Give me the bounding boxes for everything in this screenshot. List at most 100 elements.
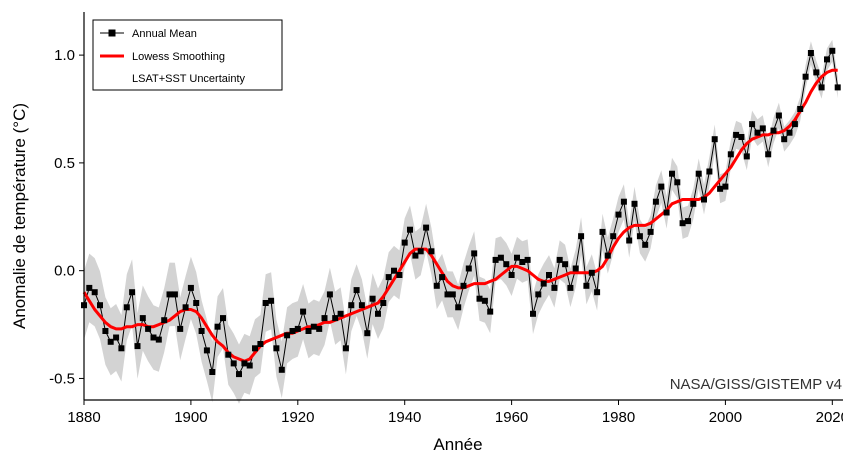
annual-mean-point: [257, 341, 264, 347]
annual-mean-point: [391, 267, 397, 274]
annual-mean-point: [198, 328, 205, 334]
uncertainty-band-layer: [84, 39, 838, 404]
annual-mean-point: [540, 280, 547, 287]
annual-mean-point: [674, 179, 681, 186]
y-tick-label: 0.0: [54, 263, 75, 280]
annual-mean-point: [669, 170, 675, 177]
x-tick-label: 1920: [281, 409, 314, 426]
annual-mean-point: [396, 272, 403, 278]
annual-mean-point: [556, 256, 563, 263]
annual-mean-point: [791, 121, 798, 128]
annual-mean-point: [273, 345, 280, 352]
annual-mean-point: [508, 272, 515, 278]
annual-mean-point: [182, 304, 189, 311]
legend-label-lowess: Lowess Smoothing: [132, 51, 225, 63]
annual-mean-point: [97, 302, 103, 309]
annual-mean-point: [797, 106, 804, 112]
annual-mean-point: [348, 302, 355, 309]
annual-mean-point: [551, 284, 558, 291]
annual-mean-point: [519, 259, 526, 265]
annual-mean-point: [225, 351, 232, 358]
annual-mean-point: [572, 265, 579, 272]
x-tick-label: 1900: [174, 409, 207, 426]
x-tick-label: 1880: [67, 409, 100, 426]
annual-mean-point: [476, 295, 483, 302]
legend-box: [92, 19, 283, 91]
annual-mean-point: [305, 328, 312, 334]
tick-layer: 1880 1900 1920 1940 1960 1980 2000 2020 -0.5 0.0 0…: [49, 47, 843, 426]
annual-mean-point: [460, 282, 467, 289]
annual-mean-point: [765, 151, 772, 158]
source-credit: NASA/GISS/GISTEMP v4: [670, 376, 842, 393]
annual-mean-point: [449, 291, 456, 298]
annual-mean-point: [262, 300, 269, 306]
annual-mean-point: [369, 295, 376, 302]
annual-mean-point: [166, 291, 173, 298]
annual-mean-point: [129, 289, 136, 296]
annual-mean-point: [738, 134, 745, 140]
annual-mean-point: [236, 371, 242, 378]
annual-mean-point: [161, 317, 168, 324]
annual-mean-point: [444, 291, 451, 298]
annual-mean-point: [375, 310, 381, 317]
y-tick-label: -0.5: [49, 370, 75, 387]
annual-mean-point: [717, 185, 724, 192]
y-axis-title: Anomalie de température (°C): [10, 103, 29, 329]
annual-mean-point: [524, 256, 531, 263]
annual-mean-point: [316, 325, 323, 332]
annual-mean-point: [86, 284, 93, 291]
annual-mean-point: [118, 345, 125, 352]
annual-mean-point: [530, 310, 536, 317]
annual-mean-point: [701, 196, 707, 203]
annual-mean-point: [155, 336, 162, 343]
annual-mean-point: [631, 200, 638, 207]
annual-mean-point: [471, 250, 478, 257]
annual-mean-point: [171, 291, 178, 298]
y-tick-label: 0.5: [54, 155, 75, 172]
annual-mean-point: [113, 334, 120, 341]
annual-mean-point: [246, 362, 253, 369]
annual-mean-point: [220, 315, 226, 322]
annual-mean-point: [177, 325, 184, 332]
annual-mean-point: [642, 241, 649, 248]
annual-mean-point: [401, 239, 408, 246]
annual-mean-point: [203, 347, 210, 354]
legend-label-uncertainty: LSAT+SST Uncertainty: [132, 73, 246, 85]
annual-mean-point: [514, 254, 520, 261]
annual-mean-point: [578, 233, 585, 240]
x-axis-title: Année: [433, 435, 482, 454]
annual-mean-point: [278, 366, 285, 373]
annual-mean-point: [690, 200, 697, 207]
annual-mean-point: [658, 183, 665, 190]
legend: Annual Mean Lowess Smoothing LSAT+SST Un…: [92, 19, 283, 91]
annual-mean-point: [337, 310, 344, 317]
x-tick-label: 1980: [602, 409, 635, 426]
annual-mean-point: [214, 323, 221, 330]
annual-mean-point: [268, 297, 275, 304]
annual-mean-point: [546, 272, 552, 278]
annual-mean-point: [663, 209, 670, 216]
annual-mean-point: [695, 170, 702, 177]
annual-mean-point: [706, 168, 713, 175]
annual-mean-point: [364, 330, 371, 337]
axes-layer: [83, 12, 843, 401]
annual-mean-point: [749, 121, 756, 128]
annual-mean-point: [332, 315, 339, 322]
annual-mean-point: [722, 183, 729, 190]
annual-mean-point: [834, 84, 841, 91]
annual-mean-point: [428, 248, 435, 255]
annual-mean-point: [407, 226, 413, 233]
annual-mean-point: [230, 360, 237, 367]
annual-mean-point: [610, 233, 617, 240]
annual-mean-point: [252, 345, 258, 352]
annual-mean-point: [326, 291, 333, 298]
annual-mean-marker-layer: [81, 47, 841, 378]
annual-mean-point: [107, 338, 114, 345]
annual-mean-point: [481, 297, 488, 304]
annual-mean-point: [417, 248, 424, 255]
annual-mean-point: [492, 256, 499, 263]
annual-mean-point: [647, 228, 654, 235]
annual-mean-point: [754, 129, 761, 136]
annual-mean-point: [824, 56, 830, 63]
annual-mean-point: [599, 228, 606, 235]
